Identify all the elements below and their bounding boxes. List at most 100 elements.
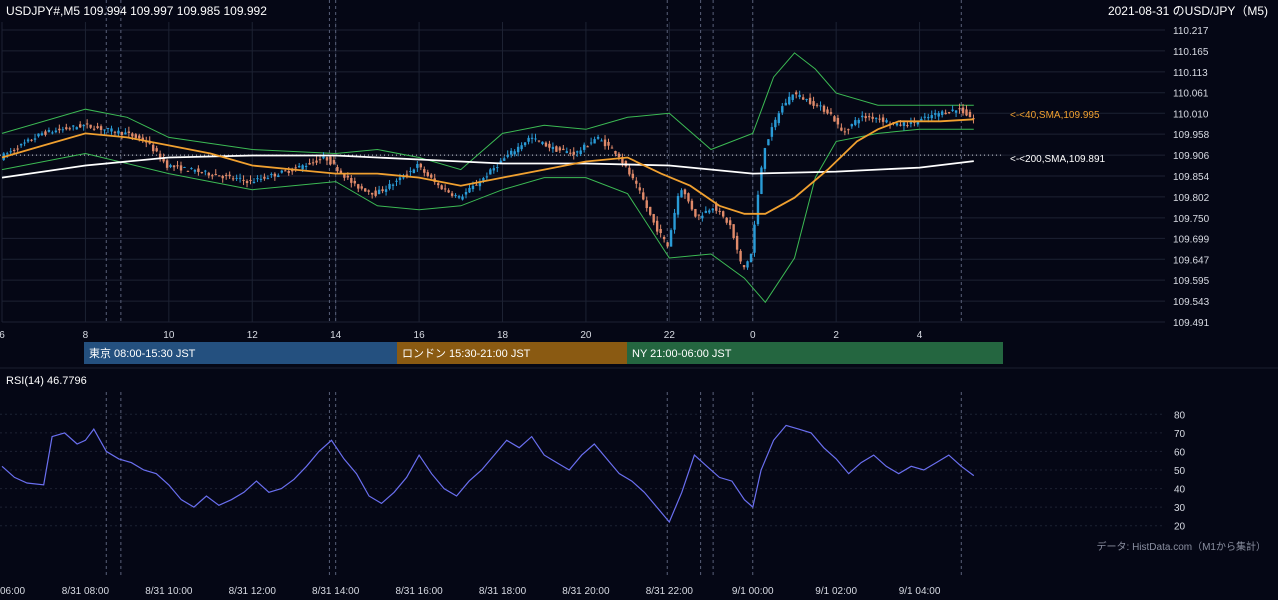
candle-body bbox=[158, 153, 162, 160]
date-tick-label: 8/31 12:00 bbox=[229, 586, 277, 597]
candle-body bbox=[579, 150, 582, 155]
rsi-tick-label: 70 bbox=[1174, 429, 1186, 440]
sma200-label: <-<200,SMA,109.891 bbox=[1010, 154, 1106, 165]
candle bbox=[395, 178, 398, 187]
price-grid bbox=[1, 22, 1165, 323]
candle bbox=[582, 142, 586, 153]
candle-body bbox=[826, 109, 829, 114]
candle bbox=[364, 188, 367, 192]
date-axis-ticks: 06:00 8/31 08:00 8/31 10:00 8/31 12:00 8/31 … bbox=[0, 586, 941, 597]
candle bbox=[391, 183, 395, 191]
candle-body bbox=[134, 134, 138, 138]
candle bbox=[33, 133, 37, 143]
candle-body bbox=[325, 157, 329, 161]
candle bbox=[930, 110, 933, 122]
candle-body bbox=[228, 174, 231, 177]
candle-body bbox=[774, 119, 777, 128]
candle-body bbox=[16, 148, 19, 150]
candle-body bbox=[318, 159, 322, 161]
data-source-note: データ: HistData.com（M1から集計） bbox=[1097, 540, 1266, 553]
bollinger-lower bbox=[1, 128, 974, 304]
date-tick-label: 8/31 08:00 bbox=[62, 586, 110, 597]
candle-body bbox=[12, 149, 16, 151]
candle bbox=[242, 175, 245, 186]
candle-body bbox=[881, 117, 885, 122]
candle bbox=[895, 122, 899, 127]
hour-tick-label: 14 bbox=[330, 330, 342, 341]
candle-body bbox=[395, 180, 398, 182]
candle-body bbox=[252, 181, 256, 184]
candle-body bbox=[534, 138, 537, 140]
candle-body bbox=[332, 160, 336, 164]
candle-body bbox=[610, 147, 614, 149]
candle-body bbox=[808, 97, 812, 104]
candle-body bbox=[843, 131, 847, 133]
candle bbox=[756, 190, 760, 227]
candle-body bbox=[412, 169, 416, 174]
candle-body bbox=[301, 165, 304, 170]
candle-body bbox=[913, 121, 916, 123]
candle bbox=[509, 148, 513, 158]
price-tick-label: 110.113 bbox=[1173, 68, 1208, 79]
session-tokyo-label: 東京 08:00-15:30 JST bbox=[89, 346, 196, 360]
candle-body bbox=[600, 140, 603, 142]
candle bbox=[680, 188, 683, 198]
candle-body bbox=[75, 127, 78, 130]
candle-body bbox=[968, 111, 972, 118]
candle-body bbox=[596, 136, 600, 139]
candle-body bbox=[621, 157, 624, 164]
candle bbox=[829, 108, 833, 116]
candle bbox=[520, 142, 523, 152]
candle bbox=[457, 194, 461, 200]
date-tick-label: 8/31 20:00 bbox=[562, 586, 610, 597]
candle bbox=[315, 156, 318, 166]
candle-body bbox=[367, 190, 370, 192]
candle bbox=[968, 109, 972, 118]
candle-body bbox=[61, 129, 65, 131]
hour-tick-label: 16 bbox=[414, 330, 426, 341]
candle bbox=[151, 142, 155, 154]
rsi-grid bbox=[0, 413, 1165, 527]
price-tick-label: 109.491 bbox=[1173, 318, 1210, 329]
candle-body bbox=[669, 230, 673, 247]
candle bbox=[176, 160, 179, 169]
candle bbox=[277, 173, 280, 178]
candle bbox=[843, 127, 847, 136]
candle-body bbox=[659, 228, 662, 234]
candle bbox=[819, 101, 822, 111]
candle-body bbox=[176, 165, 179, 167]
candle bbox=[158, 150, 162, 162]
candle bbox=[127, 126, 131, 138]
candle bbox=[767, 139, 770, 146]
candle-body bbox=[315, 160, 318, 163]
candle-body bbox=[346, 175, 350, 178]
candle bbox=[461, 194, 464, 201]
candle-body bbox=[357, 184, 360, 189]
candle-body bbox=[635, 180, 638, 184]
candle bbox=[304, 162, 308, 171]
candle bbox=[947, 111, 951, 115]
candle-body bbox=[172, 165, 176, 168]
candle bbox=[774, 117, 777, 131]
candle bbox=[857, 117, 860, 128]
candle bbox=[961, 103, 965, 116]
candle bbox=[207, 171, 211, 179]
candle bbox=[735, 232, 739, 254]
candle-body bbox=[812, 101, 815, 106]
candle-body bbox=[902, 122, 906, 126]
candle-body bbox=[464, 191, 468, 195]
candle-body bbox=[117, 130, 120, 134]
candle bbox=[579, 147, 582, 157]
candle bbox=[666, 241, 669, 248]
candle bbox=[861, 111, 864, 122]
candle bbox=[874, 117, 878, 123]
candle bbox=[826, 106, 829, 115]
rsi-label: RSI(14) 46.7796 bbox=[6, 375, 87, 387]
candle bbox=[815, 103, 819, 108]
candle bbox=[99, 124, 103, 135]
candle bbox=[273, 172, 277, 181]
candle-body bbox=[506, 155, 509, 157]
candle bbox=[576, 150, 579, 157]
candle-body bbox=[224, 174, 228, 176]
candle bbox=[75, 126, 78, 130]
